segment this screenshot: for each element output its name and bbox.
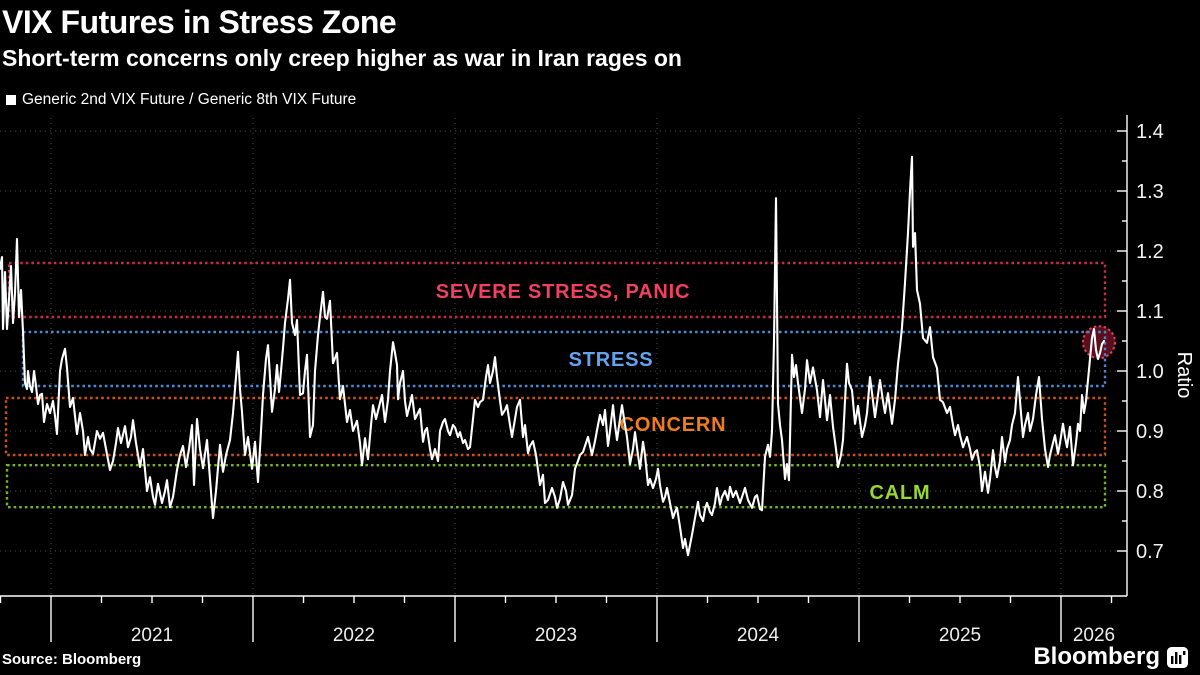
- bloomberg-brand: Bloomberg: [1033, 643, 1188, 671]
- terminal-bars-icon: [1167, 646, 1188, 668]
- y-axis-tick-label: 0.9: [1136, 421, 1164, 443]
- legend-label: Generic 2nd VIX Future / Generic 8th VIX…: [22, 91, 357, 108]
- page-subtitle: Short-term concerns only creep higher as…: [2, 45, 682, 71]
- x-axis-year-label: 2025: [939, 625, 981, 646]
- zone-label-calm: CALM: [870, 482, 931, 504]
- x-axis-year-label: 2026: [1073, 625, 1115, 646]
- y-axis-tick-label: 1.2: [1136, 241, 1164, 263]
- y-axis-tick-label: 0.8: [1136, 481, 1164, 503]
- series-line: [0, 155, 1106, 557]
- y-axis-tick-label: 1.1: [1136, 301, 1164, 323]
- x-axis-year-label: 2023: [535, 625, 577, 646]
- y-axis-tick-label: 1.3: [1136, 181, 1164, 203]
- zone-box-stress: [21, 330, 1107, 388]
- y-axis-title: Ratio: [1173, 352, 1195, 399]
- x-axis-year-label: 2021: [131, 625, 173, 646]
- zone-label-severe: SEVERE STRESS, PANIC: [436, 281, 691, 303]
- y-axis-tick-label: 0.7: [1136, 541, 1164, 563]
- zone-box-concern: [4, 396, 1107, 457]
- series-legend: Generic 2nd VIX Future / Generic 8th VIX…: [6, 91, 356, 109]
- zone-label-stress: STRESS: [569, 349, 654, 371]
- y-axis-tick-label: 1.0: [1136, 361, 1164, 383]
- series: [0, 155, 1106, 557]
- zone-box-calm: [5, 464, 1107, 509]
- gridlines: [0, 118, 1127, 596]
- x-axis-year-label: 2022: [333, 625, 375, 646]
- zone-box-severe: [7, 261, 1107, 319]
- source-note: Source: Bloomberg: [2, 651, 142, 668]
- axes: 2021 2022 2023 2024 2025 2026 0.7 0.8 0.9 1.0 1.1 1…: [0, 115, 1195, 646]
- page-title: VIX Futures in Stress Zone: [2, 4, 397, 40]
- bloomberg-wordmark: Bloomberg: [1033, 643, 1160, 670]
- y-axis-tick-label: 1.4: [1136, 121, 1164, 143]
- legend-swatch-icon: [6, 95, 16, 105]
- x-axis-year-label: 2024: [737, 625, 780, 646]
- zone-annotations: SEVERE STRESS, PANIC STRESS CONCERN CALM: [4, 261, 1116, 509]
- zone-label-concern: CONCERN: [620, 414, 727, 436]
